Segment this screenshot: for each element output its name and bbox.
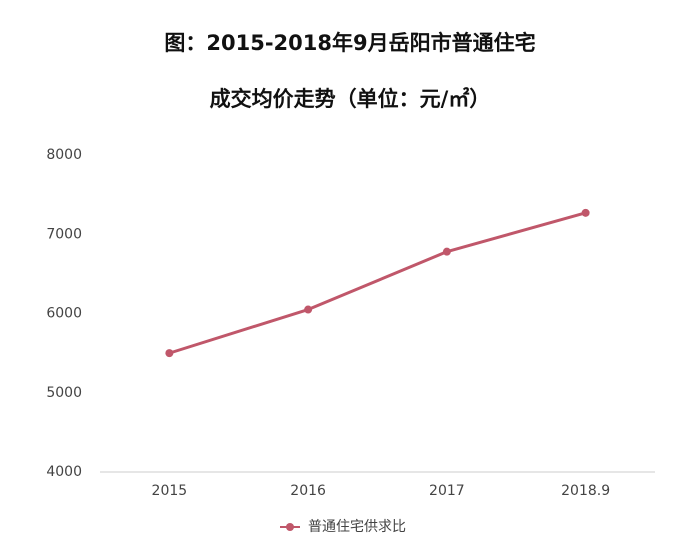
- point: [442, 247, 451, 256]
- chart-subtitle: 成交均价走势（单位：元/㎡）: [210, 87, 491, 111]
- chart-title: 图：2015-2018年9月岳阳市普通住宅: [164, 31, 535, 55]
- point: [165, 349, 174, 358]
- y-tick-label: 5000: [46, 385, 82, 401]
- y-tick-label: 7000: [46, 226, 82, 242]
- point: [304, 305, 313, 314]
- x-tick-label: 2017: [429, 483, 465, 499]
- line: [168, 211, 587, 355]
- x-tick-label: 2016: [290, 483, 326, 499]
- legend-marker: [286, 523, 294, 531]
- y-tick-label: 8000: [46, 147, 82, 163]
- y-tick-label: 4000: [46, 464, 82, 480]
- legend-label: 普通住宅供求比: [308, 519, 406, 535]
- x-tick-label: 2018.9: [561, 483, 610, 499]
- point: [581, 208, 590, 217]
- y-tick-label: 6000: [46, 306, 82, 322]
- x-tick-label: 2015: [152, 483, 188, 499]
